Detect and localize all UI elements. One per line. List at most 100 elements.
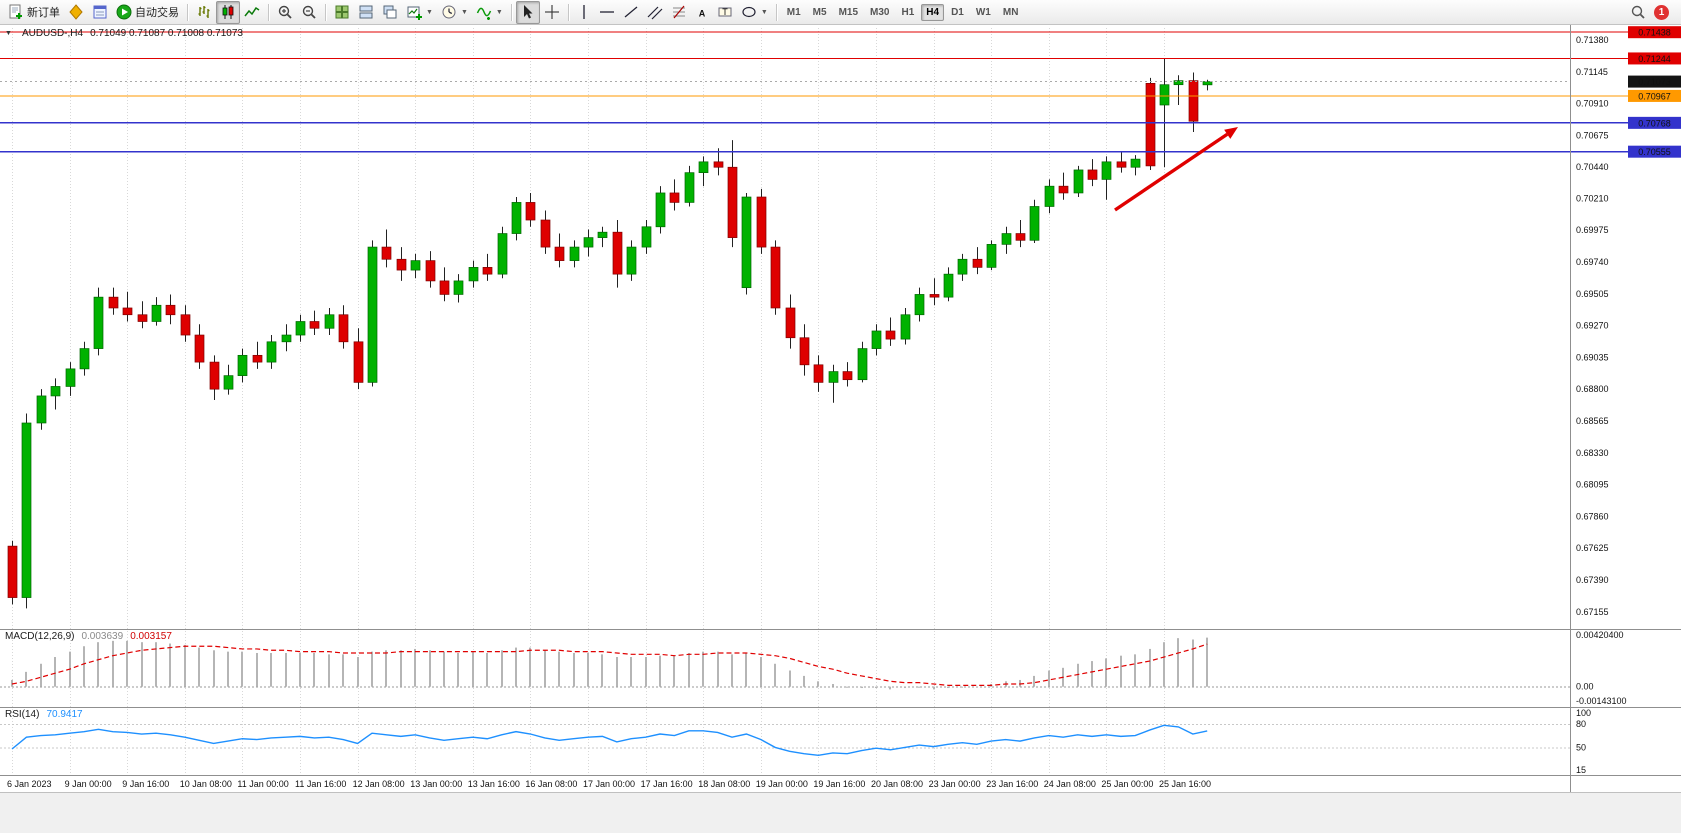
- market-watch-button[interactable]: [64, 1, 88, 24]
- macd-bar: [976, 686, 978, 688]
- candle: [1087, 159, 1098, 187]
- macd-bar: [299, 652, 301, 687]
- candle: [641, 220, 652, 254]
- notification-badge[interactable]: 1: [1654, 4, 1669, 20]
- timeframe-h1-button[interactable]: H1: [901, 6, 915, 18]
- macd-bar: [789, 670, 791, 687]
- macd-bar: [1019, 679, 1021, 687]
- shapes-button[interactable]: ▼: [737, 1, 772, 24]
- candle: [137, 301, 148, 329]
- candle: [511, 197, 522, 241]
- indicators-button[interactable]: ▼: [472, 1, 507, 24]
- tile-horizontal-button[interactable]: [354, 1, 378, 24]
- candle: [223, 364, 234, 395]
- candle: [36, 389, 47, 430]
- horizontal-line-button[interactable]: [595, 1, 619, 24]
- macd-bar: [889, 686, 891, 690]
- macd-bar: [601, 654, 603, 687]
- candle: [540, 210, 551, 254]
- candles-layer: [7, 58, 1213, 609]
- timeframe-h4-button[interactable]: H4: [921, 3, 945, 21]
- trend-arrow-annotation: [1114, 127, 1238, 212]
- cursor-button[interactable]: [515, 0, 540, 24]
- toolbar-separator: [775, 3, 777, 21]
- candle: [7, 540, 18, 605]
- time-axis-label: 12 Jan 08:00: [353, 779, 405, 789]
- crosshair-button[interactable]: [540, 1, 564, 24]
- macd-bar: [313, 652, 315, 687]
- macd-bar: [184, 644, 186, 687]
- timeframe-w1-button[interactable]: W1: [975, 6, 991, 18]
- candle: [799, 324, 810, 376]
- zoom-in-button[interactable]: [273, 1, 297, 24]
- candle: [50, 378, 61, 410]
- timeframe-m30-button[interactable]: M30: [870, 6, 890, 18]
- timeframe-m15-button[interactable]: M15: [838, 6, 859, 18]
- timeframe-mn-button[interactable]: MN: [1002, 6, 1019, 18]
- market-watch-icon: [69, 4, 83, 20]
- candle: [1159, 58, 1170, 168]
- cascade-windows-button[interactable]: [378, 1, 402, 24]
- chart-canvas[interactable]: 0.71380 0.71145 0.70910 0.70675 0.70440 0.702…: [0, 25, 1681, 833]
- macd-bar: [774, 663, 776, 687]
- tile-windows-button[interactable]: [330, 1, 354, 24]
- macd-bar: [702, 651, 704, 687]
- candle: [324, 307, 335, 336]
- macd-bar: [126, 640, 128, 687]
- candle: [108, 287, 119, 315]
- candle: [266, 335, 277, 369]
- candle: [713, 148, 724, 176]
- macd-bar: [385, 650, 387, 687]
- candle: [756, 188, 767, 254]
- main-toolbar: 新订单 自动交易: [0, 0, 1681, 25]
- auto-trading-button[interactable]: 自动交易: [112, 1, 183, 24]
- macd-bar: [861, 686, 863, 689]
- search-icon[interactable]: [1630, 4, 1646, 20]
- timeframe-d1-button[interactable]: D1: [951, 6, 964, 18]
- macd-bar: [904, 686, 906, 689]
- time-axis-label: 16 Jan 08:00: [525, 779, 577, 789]
- candle: [770, 240, 781, 315]
- timeframe-m5-button[interactable]: M5: [812, 6, 827, 18]
- candle: [93, 287, 104, 356]
- time-axis: 6 Jan 2023 9 Jan 00:00 9 Jan 16:00 10 Jan 0…: [7, 779, 1211, 789]
- new-chart-button[interactable]: ▼: [402, 1, 437, 24]
- toolbar-separator: [510, 3, 512, 21]
- trendline-button[interactable]: [619, 1, 643, 24]
- rsi-value: 70.9417: [46, 709, 83, 720]
- candle: [122, 291, 133, 322]
- macd-main-value: 0.003639: [81, 631, 124, 642]
- macd-bar: [817, 681, 819, 687]
- candle: [957, 253, 968, 281]
- data-window-button[interactable]: [88, 1, 112, 24]
- zoom-out-button[interactable]: [297, 1, 321, 24]
- channel-button[interactable]: [643, 1, 667, 24]
- price-axis-label: 0.70440: [1576, 162, 1609, 172]
- macd-bar: [1177, 638, 1179, 687]
- shapes-icon: [742, 6, 756, 18]
- new-chart-icon: [407, 6, 422, 20]
- macd-bar: [947, 686, 949, 689]
- trendline-icon: [624, 6, 638, 18]
- time-axis-label: 10 Jan 08:00: [180, 779, 232, 789]
- candle: [741, 192, 752, 295]
- timeframe-m1-button[interactable]: M1: [786, 6, 801, 18]
- macd-bar: [443, 651, 445, 687]
- rsi-pane: [0, 723, 1570, 757]
- candlestick-chart-button[interactable]: [216, 0, 240, 24]
- period-menu-button[interactable]: ▼: [437, 1, 472, 24]
- collapse-icon[interactable]: ▼: [5, 30, 12, 37]
- vertical-line-button[interactable]: [573, 1, 595, 24]
- line-chart-button[interactable]: [240, 1, 264, 24]
- label-button[interactable]: T: [713, 1, 737, 24]
- candle: [482, 253, 493, 281]
- new-order-button[interactable]: 新订单: [4, 1, 64, 24]
- macd-bar: [1206, 637, 1208, 687]
- fibonacci-button[interactable]: [667, 1, 691, 24]
- text-button[interactable]: A: [691, 1, 713, 24]
- rsi-axis-label: 50: [1576, 742, 1586, 752]
- candlestick-chart-icon: [222, 5, 234, 19]
- candle: [943, 267, 954, 302]
- bar-chart-button[interactable]: [192, 1, 216, 24]
